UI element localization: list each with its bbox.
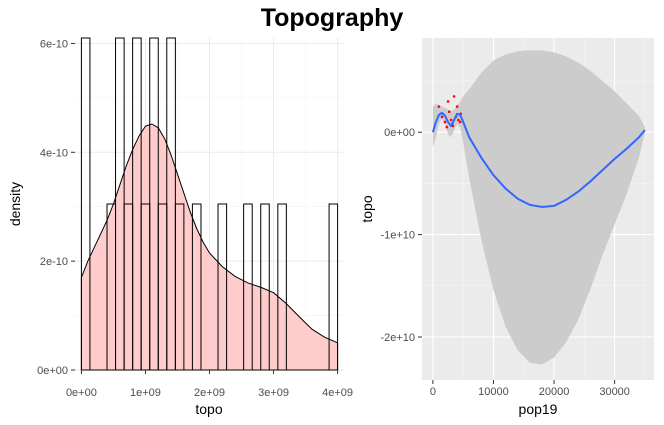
- histogram-bar: [191, 203, 202, 371]
- x-tick-label: 20000: [539, 386, 570, 398]
- smooth-line: [431, 111, 646, 208]
- confidence-band: [432, 50, 645, 365]
- scatter-point: [457, 118, 460, 122]
- histogram-panel: 0e+00 1e+09 2e+09 3e+09 4e+09 0e+00 2e-10 4e-1…: [7, 37, 353, 417]
- scatter-point: [455, 105, 459, 108]
- scatter-point: [445, 125, 449, 129]
- x-tick-label: 10000: [478, 386, 509, 398]
- confidence-band-area: [432, 50, 645, 365]
- x-tick-label: 1e+09: [130, 387, 161, 399]
- scatter-point: [452, 95, 456, 98]
- y-tick-label: 4e-10: [40, 147, 68, 159]
- histogram-x-ticks: 0e+00 1e+09 2e+09 3e+09 4e+09: [66, 370, 353, 399]
- histogram-bar: [260, 203, 270, 371]
- scatter-point: [443, 120, 447, 124]
- scatter-y-axis-label: topo: [359, 195, 375, 222]
- histogram-y-axis-label: density: [7, 182, 23, 226]
- y-tick-label: 6e-10: [40, 38, 68, 50]
- scatter-point: [447, 110, 451, 114]
- histogram-bar: [277, 203, 287, 371]
- scatter-point: [440, 115, 444, 119]
- y-tick-label: 2e-10: [40, 256, 68, 268]
- y-tick-label: -1e+10: [380, 230, 415, 242]
- y-tick-label: 0e+00: [37, 365, 68, 377]
- x-tick-label: 0: [430, 386, 436, 398]
- x-tick-label: 0e+00: [66, 387, 97, 399]
- histogram-y-ticks: 0e+00 2e-10 4e-10 6e-10: [37, 38, 75, 377]
- scatter-y-ticks: 0e+00 -1e+10 -2e+10: [380, 127, 422, 344]
- x-tick-label: 2e+09: [194, 387, 225, 399]
- x-tick-label: 4e+09: [322, 387, 353, 399]
- figure-title: Topography: [261, 4, 404, 32]
- smooth-line-path: [431, 111, 646, 208]
- scatter-point: [437, 105, 441, 108]
- scatter-x-ticks: 0 10000 20000 30000: [430, 380, 630, 398]
- scatter-point: [446, 100, 450, 103]
- histogram-bar: [328, 203, 339, 371]
- scatter-x-axis-label: pop19: [519, 401, 558, 417]
- y-tick-label: 0e+00: [384, 127, 415, 139]
- histogram-bar: [243, 203, 253, 371]
- density-area: [80, 123, 339, 371]
- y-tick-label: -2e+10: [380, 332, 415, 344]
- histogram-bar: [174, 203, 185, 371]
- density-curve: [80, 123, 339, 371]
- x-tick-label: 3e+09: [258, 387, 289, 399]
- histogram-bar: [217, 203, 228, 371]
- scatter-point: [449, 118, 453, 122]
- histogram-bar: [80, 37, 91, 371]
- scatter-panel: 0 10000 20000 30000 0e+00 -1e+10 -2e+10 pop19…: [359, 38, 654, 417]
- scatter-point: [458, 120, 462, 124]
- histogram-x-axis-label: topo: [195, 401, 222, 417]
- x-tick-label: 30000: [599, 386, 630, 398]
